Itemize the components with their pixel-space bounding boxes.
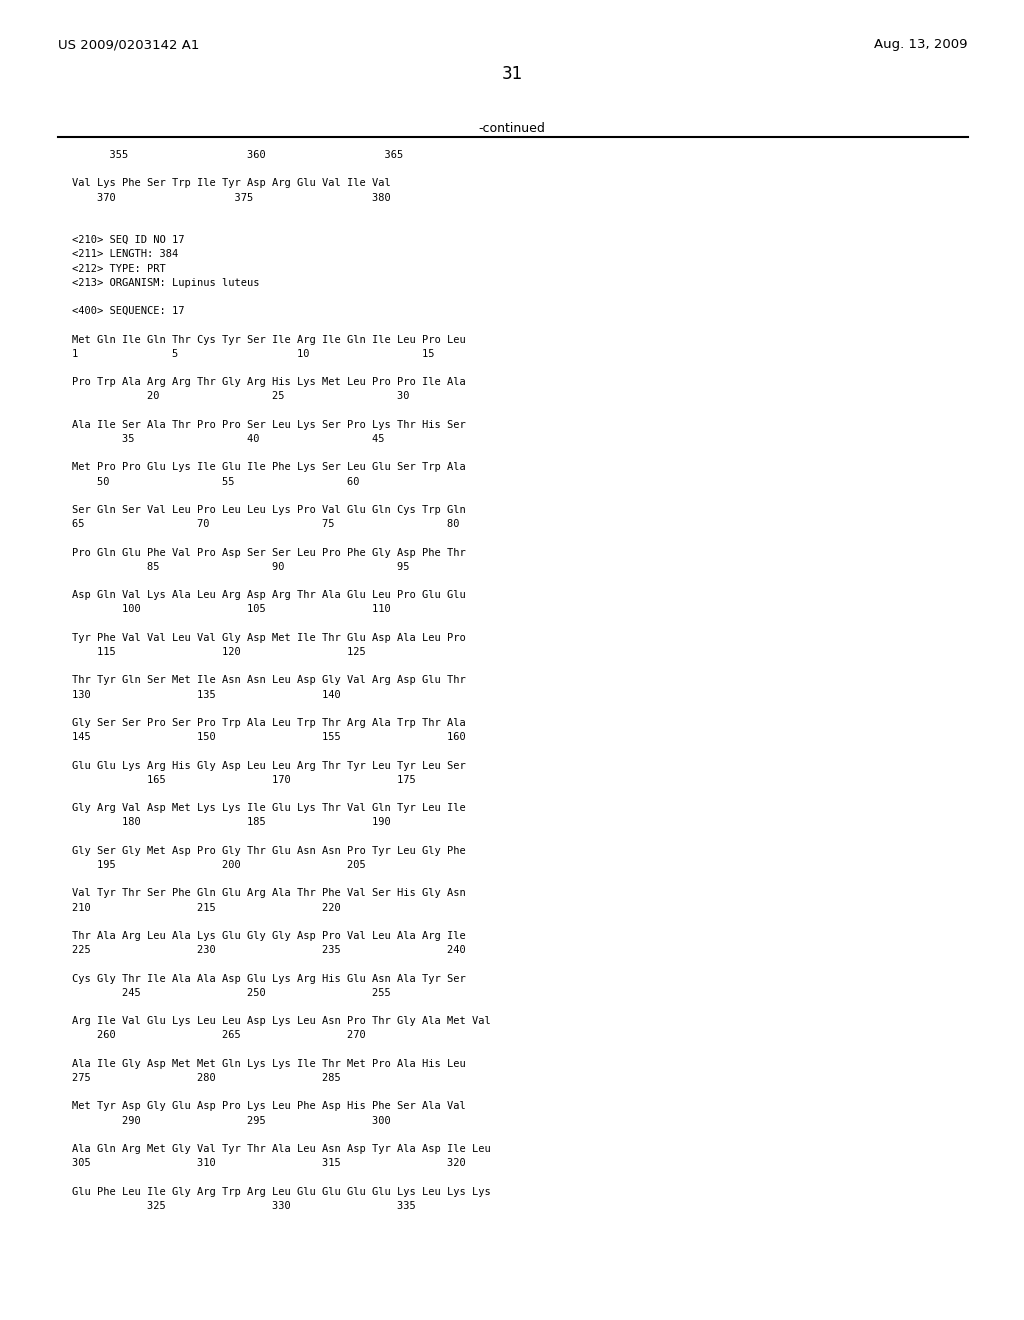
Text: Val Lys Phe Ser Trp Ile Tyr Asp Arg Glu Val Ile Val: Val Lys Phe Ser Trp Ile Tyr Asp Arg Glu … xyxy=(72,178,391,189)
Text: 65                  70                  75                  80: 65 70 75 80 xyxy=(72,519,460,529)
Text: Gly Ser Gly Met Asp Pro Gly Thr Glu Asn Asn Pro Tyr Leu Gly Phe: Gly Ser Gly Met Asp Pro Gly Thr Glu Asn … xyxy=(72,846,466,855)
Text: 50                  55                  60: 50 55 60 xyxy=(72,477,359,487)
Text: Pro Trp Ala Arg Arg Thr Gly Arg His Lys Met Leu Pro Pro Ile Ala: Pro Trp Ala Arg Arg Thr Gly Arg His Lys … xyxy=(72,378,466,387)
Text: 260                 265                 270: 260 265 270 xyxy=(72,1031,366,1040)
Text: Asp Gln Val Lys Ala Leu Arg Asp Arg Thr Ala Glu Leu Pro Glu Glu: Asp Gln Val Lys Ala Leu Arg Asp Arg Thr … xyxy=(72,590,466,601)
Text: <210> SEQ ID NO 17: <210> SEQ ID NO 17 xyxy=(72,235,184,246)
Text: Gly Ser Ser Pro Ser Pro Trp Ala Leu Trp Thr Arg Ala Trp Thr Ala: Gly Ser Ser Pro Ser Pro Trp Ala Leu Trp … xyxy=(72,718,466,729)
Text: <400> SEQUENCE: 17: <400> SEQUENCE: 17 xyxy=(72,306,184,317)
Text: Aug. 13, 2009: Aug. 13, 2009 xyxy=(874,38,968,51)
Text: <211> LENGTH: 384: <211> LENGTH: 384 xyxy=(72,249,178,260)
Text: 245                 250                 255: 245 250 255 xyxy=(72,987,391,998)
Text: 355                   360                   365: 355 360 365 xyxy=(72,150,403,160)
Text: 275                 280                 285: 275 280 285 xyxy=(72,1073,341,1082)
Text: Tyr Phe Val Val Leu Val Gly Asp Met Ile Thr Glu Asp Ala Leu Pro: Tyr Phe Val Val Leu Val Gly Asp Met Ile … xyxy=(72,632,466,643)
Text: 1               5                   10                  15: 1 5 10 15 xyxy=(72,348,434,359)
Text: 130                 135                 140: 130 135 140 xyxy=(72,689,341,700)
Text: Ala Ile Gly Asp Met Met Gln Lys Lys Ile Thr Met Pro Ala His Leu: Ala Ile Gly Asp Met Met Gln Lys Lys Ile … xyxy=(72,1059,466,1069)
Text: Cys Gly Thr Ile Ala Ala Asp Glu Lys Arg His Glu Asn Ala Tyr Ser: Cys Gly Thr Ile Ala Ala Asp Glu Lys Arg … xyxy=(72,974,466,983)
Text: 35                  40                  45: 35 40 45 xyxy=(72,434,384,444)
Text: 165                 170                 175: 165 170 175 xyxy=(72,775,416,785)
Text: Gly Arg Val Asp Met Lys Lys Ile Glu Lys Thr Val Gln Tyr Leu Ile: Gly Arg Val Asp Met Lys Lys Ile Glu Lys … xyxy=(72,803,466,813)
Text: US 2009/0203142 A1: US 2009/0203142 A1 xyxy=(58,38,200,51)
Text: Glu Phe Leu Ile Gly Arg Trp Arg Leu Glu Glu Glu Glu Lys Leu Lys Lys: Glu Phe Leu Ile Gly Arg Trp Arg Leu Glu … xyxy=(72,1187,490,1197)
Text: 180                 185                 190: 180 185 190 xyxy=(72,817,391,828)
Text: 325                 330                 335: 325 330 335 xyxy=(72,1201,416,1210)
Text: 370                   375                   380: 370 375 380 xyxy=(72,193,391,202)
Text: Arg Ile Val Glu Lys Leu Leu Asp Lys Leu Asn Pro Thr Gly Ala Met Val: Arg Ile Val Glu Lys Leu Leu Asp Lys Leu … xyxy=(72,1016,490,1026)
Text: 195                 200                 205: 195 200 205 xyxy=(72,861,366,870)
Text: 145                 150                 155                 160: 145 150 155 160 xyxy=(72,733,466,742)
Text: Met Tyr Asp Gly Glu Asp Pro Lys Leu Phe Asp His Phe Ser Ala Val: Met Tyr Asp Gly Glu Asp Pro Lys Leu Phe … xyxy=(72,1101,466,1111)
Text: 290                 295                 300: 290 295 300 xyxy=(72,1115,391,1126)
Text: Met Pro Pro Glu Lys Ile Glu Ile Phe Lys Ser Leu Glu Ser Trp Ala: Met Pro Pro Glu Lys Ile Glu Ile Phe Lys … xyxy=(72,462,466,473)
Text: Thr Tyr Gln Ser Met Ile Asn Asn Leu Asp Gly Val Arg Asp Glu Thr: Thr Tyr Gln Ser Met Ile Asn Asn Leu Asp … xyxy=(72,676,466,685)
Text: 305                 310                 315                 320: 305 310 315 320 xyxy=(72,1158,466,1168)
Text: Ala Gln Arg Met Gly Val Tyr Thr Ala Leu Asn Asp Tyr Ala Asp Ile Leu: Ala Gln Arg Met Gly Val Tyr Thr Ala Leu … xyxy=(72,1144,490,1154)
Text: 20                  25                  30: 20 25 30 xyxy=(72,392,410,401)
Text: 31: 31 xyxy=(502,65,522,83)
Text: 85                  90                  95: 85 90 95 xyxy=(72,562,410,572)
Text: Ser Gln Ser Val Leu Pro Leu Leu Lys Pro Val Glu Gln Cys Trp Gln: Ser Gln Ser Val Leu Pro Leu Leu Lys Pro … xyxy=(72,506,466,515)
Text: 100                 105                 110: 100 105 110 xyxy=(72,605,391,614)
Text: 210                 215                 220: 210 215 220 xyxy=(72,903,341,912)
Text: -continued: -continued xyxy=(478,121,546,135)
Text: Val Tyr Thr Ser Phe Gln Glu Arg Ala Thr Phe Val Ser His Gly Asn: Val Tyr Thr Ser Phe Gln Glu Arg Ala Thr … xyxy=(72,888,466,899)
Text: <212> TYPE: PRT: <212> TYPE: PRT xyxy=(72,264,166,273)
Text: <213> ORGANISM: Lupinus luteus: <213> ORGANISM: Lupinus luteus xyxy=(72,277,259,288)
Text: 225                 230                 235                 240: 225 230 235 240 xyxy=(72,945,466,956)
Text: Glu Glu Lys Arg His Gly Asp Leu Leu Arg Thr Tyr Leu Tyr Leu Ser: Glu Glu Lys Arg His Gly Asp Leu Leu Arg … xyxy=(72,760,466,771)
Text: Met Gln Ile Gln Thr Cys Tyr Ser Ile Arg Ile Gln Ile Leu Pro Leu: Met Gln Ile Gln Thr Cys Tyr Ser Ile Arg … xyxy=(72,334,466,345)
Text: Thr Ala Arg Leu Ala Lys Glu Gly Gly Asp Pro Val Leu Ala Arg Ile: Thr Ala Arg Leu Ala Lys Glu Gly Gly Asp … xyxy=(72,931,466,941)
Text: Ala Ile Ser Ala Thr Pro Pro Ser Leu Lys Ser Pro Lys Thr His Ser: Ala Ile Ser Ala Thr Pro Pro Ser Leu Lys … xyxy=(72,420,466,430)
Text: 115                 120                 125: 115 120 125 xyxy=(72,647,366,657)
Text: Pro Gln Glu Phe Val Pro Asp Ser Ser Leu Pro Phe Gly Asp Phe Thr: Pro Gln Glu Phe Val Pro Asp Ser Ser Leu … xyxy=(72,548,466,557)
